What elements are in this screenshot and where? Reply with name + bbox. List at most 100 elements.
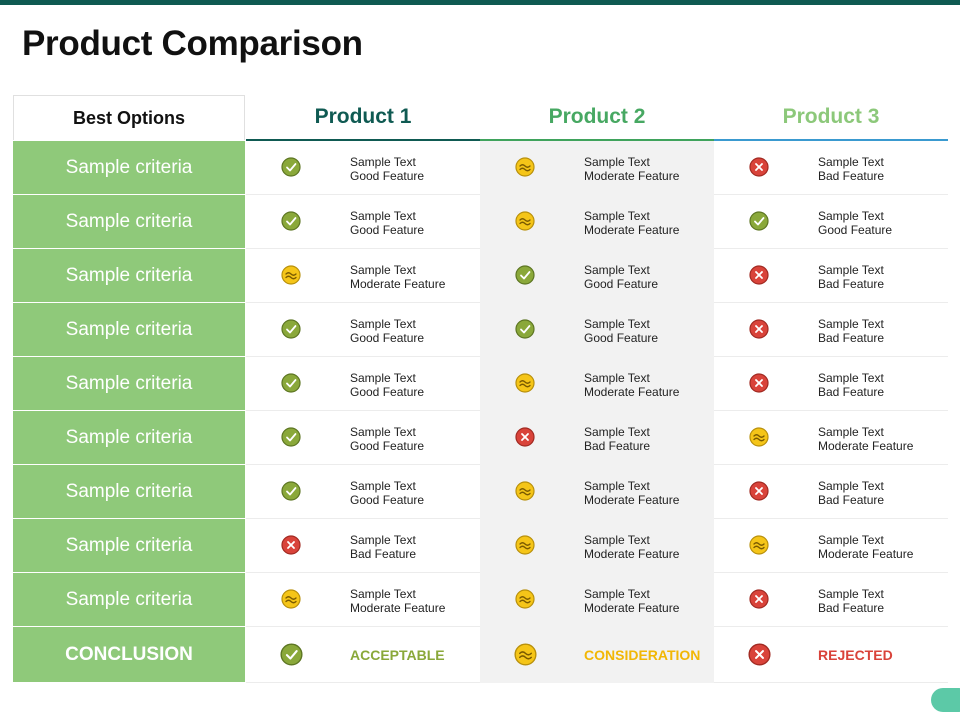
feature-line-2: Bad Feature [818, 601, 885, 615]
feature-text: Sample Text Bad Feature [818, 371, 884, 399]
product-1-cell: Sample Text Good Feature [246, 465, 480, 519]
conclusion-verdict: REJECTED [818, 647, 893, 663]
product-1-cell: Sample Text Good Feature [246, 303, 480, 357]
criteria-label: Sample criteria [13, 303, 245, 356]
wave-icon [515, 157, 535, 177]
check-icon [281, 157, 301, 177]
check-icon [281, 427, 301, 447]
feature-line-1: Sample Text [818, 263, 884, 277]
feature-line-2: Bad Feature [818, 277, 885, 291]
feature-text: Sample Text Moderate Feature [350, 587, 445, 615]
table-header-row: Best Options Product 1 Product 2 Product… [13, 95, 948, 141]
cross-icon [281, 535, 301, 555]
feature-text: Sample Text Bad Feature [818, 263, 884, 291]
wave-icon [515, 373, 535, 393]
product-3-cell: Sample Text Bad Feature [714, 357, 948, 411]
product-3-cell: Sample Text Moderate Feature [714, 519, 948, 573]
table-row: Sample criteria Sample Text Moderate Featu… [13, 573, 948, 627]
criteria-label: Sample criteria [13, 249, 245, 302]
product-2-cell: Sample Text Moderate Feature [480, 195, 714, 249]
wave-icon [515, 481, 535, 501]
conclusion-label: CONCLUSION [13, 627, 245, 682]
feature-line-2: Good Feature [584, 331, 659, 345]
product-2-cell: Sample Text Good Feature [480, 303, 714, 357]
product-2-cell: Sample Text Moderate Feature [480, 519, 714, 573]
product-2-cell: Sample Text Moderate Feature [480, 141, 714, 195]
feature-text: Sample Text Moderate Feature [584, 479, 679, 507]
cross-icon [515, 427, 535, 447]
feature-line-1: Sample Text [350, 479, 416, 493]
check-icon [281, 481, 301, 501]
feature-line-2: Moderate Feature [584, 169, 680, 183]
product-3-cell: Sample Text Bad Feature [714, 303, 948, 357]
product-2-cell: Sample Text Bad Feature [480, 411, 714, 465]
product-1-header: Product 1 [246, 95, 480, 141]
feature-text: Sample Text Good Feature [350, 155, 424, 183]
feature-line-1: Sample Text [818, 425, 884, 439]
feature-line-2: Good Feature [350, 169, 425, 183]
check-icon [749, 211, 769, 231]
wave-icon [749, 427, 769, 447]
feature-line-2: Good Feature [350, 385, 425, 399]
product-1-cell: Sample Text Good Feature [246, 411, 480, 465]
feature-line-1: Sample Text [584, 371, 650, 385]
feature-line-1: Sample Text [584, 317, 650, 331]
feature-line-1: Sample Text [350, 587, 416, 601]
feature-text: Sample Text Good Feature [584, 263, 658, 291]
feature-line-1: Sample Text [818, 533, 884, 547]
product-3-conclusion: REJECTED [714, 627, 948, 683]
feature-line-2: Moderate Feature [584, 601, 680, 615]
check-icon [280, 643, 303, 666]
criteria-label: Sample criteria [13, 573, 245, 626]
product-1-cell: Sample Text Good Feature [246, 195, 480, 249]
product-3-cell: Sample Text Bad Feature [714, 249, 948, 303]
feature-line-1: Sample Text [818, 371, 884, 385]
feature-line-2: Moderate Feature [818, 547, 914, 561]
cross-icon [749, 373, 769, 393]
table-row: Sample criteria Sample Text Moderate Featu… [13, 249, 948, 303]
feature-text: Sample Text Moderate Feature [584, 371, 679, 399]
feature-line-2: Moderate Feature [584, 547, 680, 561]
wave-icon [281, 265, 301, 285]
feature-line-1: Sample Text [584, 209, 650, 223]
feature-line-2: Moderate Feature [584, 223, 680, 237]
feature-text: Sample Text Bad Feature [350, 533, 416, 561]
feature-line-2: Good Feature [818, 223, 893, 237]
criteria-label: Sample criteria [13, 519, 245, 572]
product-1-cell: Sample Text Good Feature [246, 141, 480, 195]
product-3-cell: Sample Text Good Feature [714, 195, 948, 249]
product-1-cell: Sample Text Moderate Feature [246, 249, 480, 303]
check-icon [281, 211, 301, 231]
feature-text: Sample Text Bad Feature [818, 317, 884, 345]
conclusion-verdict: ACCEPTABLE [350, 647, 445, 663]
feature-line-2: Good Feature [350, 493, 425, 507]
table-row: Sample criteria Sample Text Good Feature Sa… [13, 195, 948, 249]
feature-text: Sample Text Moderate Feature [350, 263, 445, 291]
comparison-table: Best Options Product 1 Product 2 Product… [13, 95, 948, 683]
product-1-cell: Sample Text Moderate Feature [246, 573, 480, 627]
feature-text: Sample Text Good Feature [584, 317, 658, 345]
product-1-conclusion: ACCEPTABLE [246, 627, 480, 683]
feature-line-2: Bad Feature [818, 385, 885, 399]
feature-text: Sample Text Moderate Feature [584, 587, 679, 615]
feature-line-2: Bad Feature [818, 331, 885, 345]
table-row: Sample criteria Sample Text Good Feature Sa… [13, 303, 948, 357]
feature-text: Sample Text Good Feature [818, 209, 892, 237]
feature-text: Sample Text Good Feature [350, 317, 424, 345]
table-row: Sample criteria Sample Text Good Feature Sa… [13, 357, 948, 411]
feature-line-2: Bad Feature [584, 439, 651, 453]
wave-icon [515, 211, 535, 231]
wave-icon [281, 589, 301, 609]
wave-icon [515, 589, 535, 609]
check-icon [281, 373, 301, 393]
best-options-header: Best Options [13, 95, 245, 140]
feature-line-1: Sample Text [584, 155, 650, 169]
product-2-header: Product 2 [480, 95, 714, 141]
criteria-label: Sample criteria [13, 141, 245, 194]
feature-line-2: Moderate Feature [584, 385, 680, 399]
criteria-label: Sample criteria [13, 411, 245, 464]
cross-icon [749, 157, 769, 177]
feature-text: Sample Text Moderate Feature [818, 425, 913, 453]
cross-icon [749, 481, 769, 501]
feature-line-2: Good Feature [584, 277, 659, 291]
